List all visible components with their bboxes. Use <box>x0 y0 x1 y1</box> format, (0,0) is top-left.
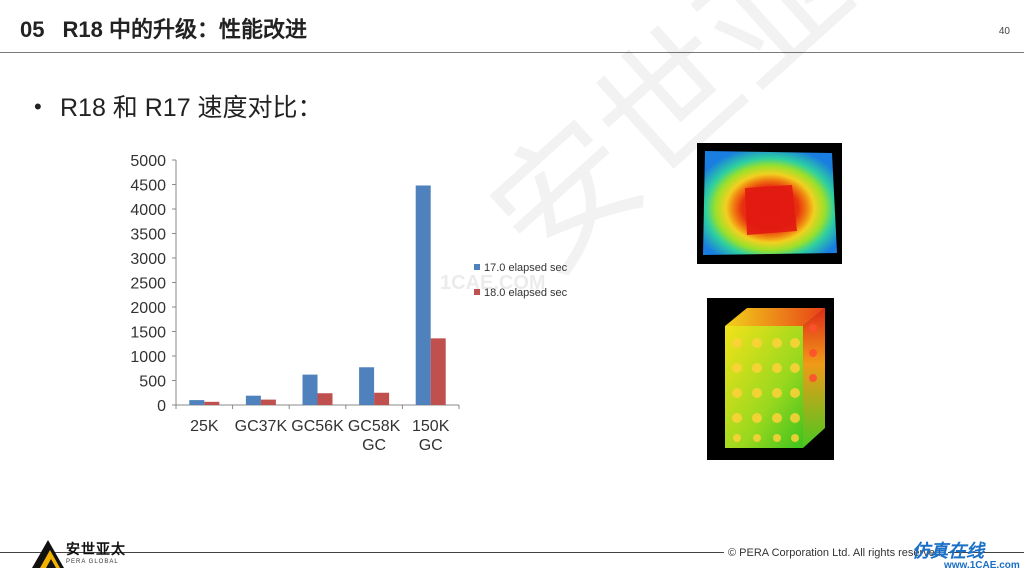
heat-contour-image <box>697 143 842 264</box>
y-tick-label: 0 <box>157 398 166 415</box>
x-tick-label: GC <box>419 437 443 454</box>
site-name: 仿真在线 <box>912 541 984 561</box>
bar-2 <box>317 393 333 405</box>
y-tick-label: 2000 <box>130 300 166 317</box>
pera-logo-icon <box>32 540 64 568</box>
copyright-text: © PERA Corporation Ltd. All rights reser… <box>724 547 948 559</box>
slide-header: 05 R18 中的升级：性能改进 40 <box>0 0 1024 53</box>
legend-label: 18.0 elapsed sec <box>484 287 568 299</box>
bullet-icon: • <box>34 94 42 119</box>
x-tick-label: 150K <box>412 418 450 435</box>
logo-text: 安世亚太 <box>66 541 126 557</box>
bar-chart: 0 500 1000 1500 2000 2500 3000 3500 4000 4500 5000… <box>130 153 568 454</box>
site-url: www.1CAE.com <box>944 560 1020 571</box>
legend-swatch <box>474 264 480 270</box>
bar-1 <box>359 367 375 405</box>
bullet-point: • R18 和 R17 速度对比： <box>34 88 323 124</box>
bar-1 <box>189 400 205 405</box>
bar-1 <box>245 395 261 405</box>
bar-2 <box>430 338 446 405</box>
logo-subtext: PERA GLOBAL <box>66 559 119 565</box>
x-tick-label: GC <box>362 437 386 454</box>
y-tick-label: 3000 <box>130 251 166 268</box>
y-tick-label: 2500 <box>130 276 166 293</box>
bar-1 <box>302 374 318 405</box>
legend-label: 17.0 elapsed sec <box>484 262 568 274</box>
x-tick-label: GC58K <box>348 418 401 435</box>
y-tick-label: 4000 <box>130 202 166 219</box>
y-tick-label: 1500 <box>130 325 166 342</box>
bar-2 <box>374 392 390 405</box>
page-number: 40 <box>998 26 1010 37</box>
x-tick-label: GC37K <box>235 418 288 435</box>
y-tick-label: 500 <box>139 374 166 391</box>
bar-1 <box>415 185 431 405</box>
y-tick-label: 3500 <box>130 227 166 244</box>
bar-2 <box>204 401 220 405</box>
bar-2 <box>260 399 276 405</box>
x-tick-label: 25K <box>190 418 219 435</box>
y-tick-label: 1000 <box>130 349 166 366</box>
y-tick-label: 5000 <box>130 153 166 170</box>
legend-swatch <box>474 289 480 295</box>
slide-title: 05 R18 中的升级：性能改进 <box>20 12 307 44</box>
section-number: 05 <box>20 17 45 42</box>
bullet-text: R18 和 R17 速度对比： <box>60 94 323 122</box>
y-tick-label: 4500 <box>130 178 166 195</box>
x-tick-label: GC56K <box>291 418 344 435</box>
cube-contour-image <box>707 298 834 460</box>
footer-divider <box>0 552 1024 553</box>
title-text: R18 中的升级：性能改进 <box>62 17 307 42</box>
